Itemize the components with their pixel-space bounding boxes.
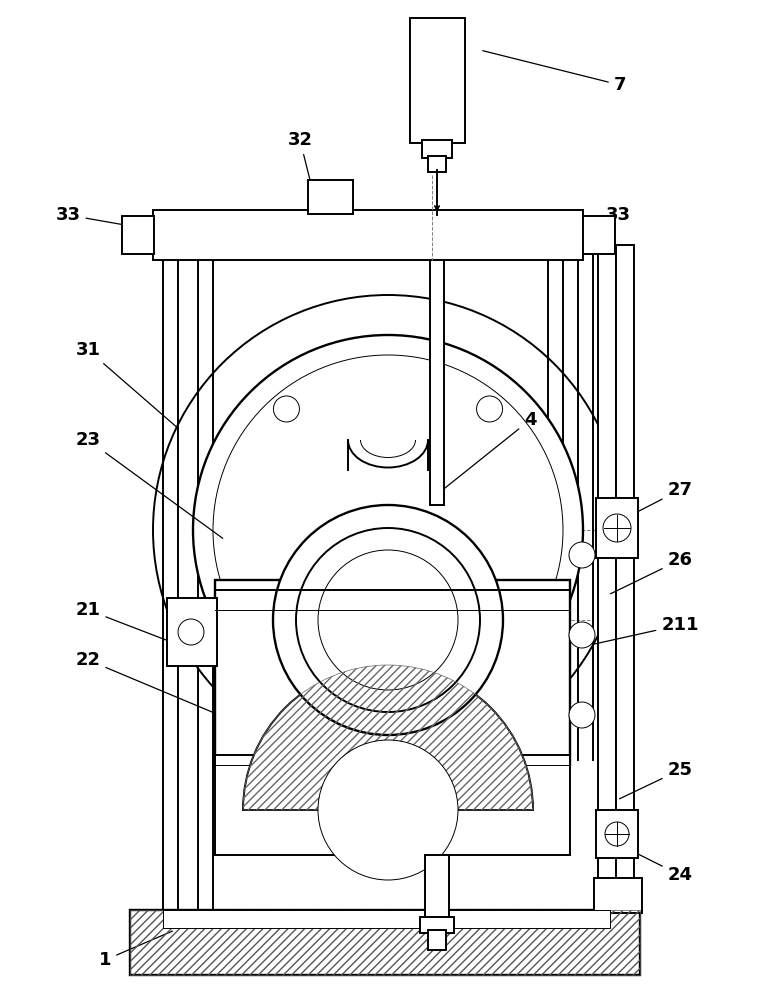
Text: 21: 21	[75, 601, 268, 679]
Bar	[308, 180, 353, 214]
Circle shape	[213, 355, 563, 705]
Circle shape	[273, 396, 300, 422]
Text: 1: 1	[99, 931, 172, 969]
Wedge shape	[243, 665, 533, 810]
Bar	[616, 245, 634, 885]
Bar	[215, 580, 570, 765]
Text: 26: 26	[611, 551, 692, 594]
Circle shape	[178, 619, 204, 645]
Text: 4: 4	[432, 411, 536, 498]
Text: 25: 25	[619, 761, 692, 799]
Circle shape	[476, 396, 503, 422]
Bar	[583, 216, 615, 254]
Circle shape	[296, 528, 480, 712]
Text: 32: 32	[287, 131, 314, 197]
Circle shape	[603, 514, 631, 542]
Text: 23: 23	[75, 431, 223, 538]
Circle shape	[318, 550, 458, 690]
Text: 24: 24	[622, 846, 692, 884]
Circle shape	[318, 740, 458, 880]
Bar	[130, 910, 640, 975]
Circle shape	[193, 335, 583, 725]
Text: 33: 33	[555, 206, 630, 227]
Circle shape	[569, 542, 595, 568]
Bar	[422, 140, 452, 158]
Bar	[410, 18, 465, 143]
Bar	[594, 878, 642, 913]
Circle shape	[569, 702, 595, 728]
Text: 211: 211	[593, 616, 698, 644]
Bar	[163, 910, 610, 928]
Bar	[596, 498, 638, 558]
Circle shape	[605, 822, 629, 846]
Bar	[122, 216, 154, 254]
Bar	[428, 930, 446, 950]
Circle shape	[273, 638, 300, 664]
Text: 31: 31	[75, 341, 178, 428]
Bar	[430, 260, 444, 505]
Text: 22: 22	[75, 651, 252, 729]
Bar	[598, 245, 616, 885]
Bar	[153, 210, 583, 260]
Circle shape	[153, 295, 623, 765]
Text: 33: 33	[56, 206, 139, 228]
Bar	[167, 598, 217, 666]
Bar	[420, 917, 454, 933]
Circle shape	[476, 638, 503, 664]
Bar	[425, 855, 449, 920]
Bar	[596, 810, 638, 858]
Bar	[215, 755, 570, 855]
Circle shape	[273, 505, 503, 735]
Text: 27: 27	[605, 481, 692, 529]
Bar	[130, 910, 640, 975]
Circle shape	[569, 622, 595, 648]
Bar	[428, 156, 446, 172]
Text: 7: 7	[483, 51, 626, 94]
